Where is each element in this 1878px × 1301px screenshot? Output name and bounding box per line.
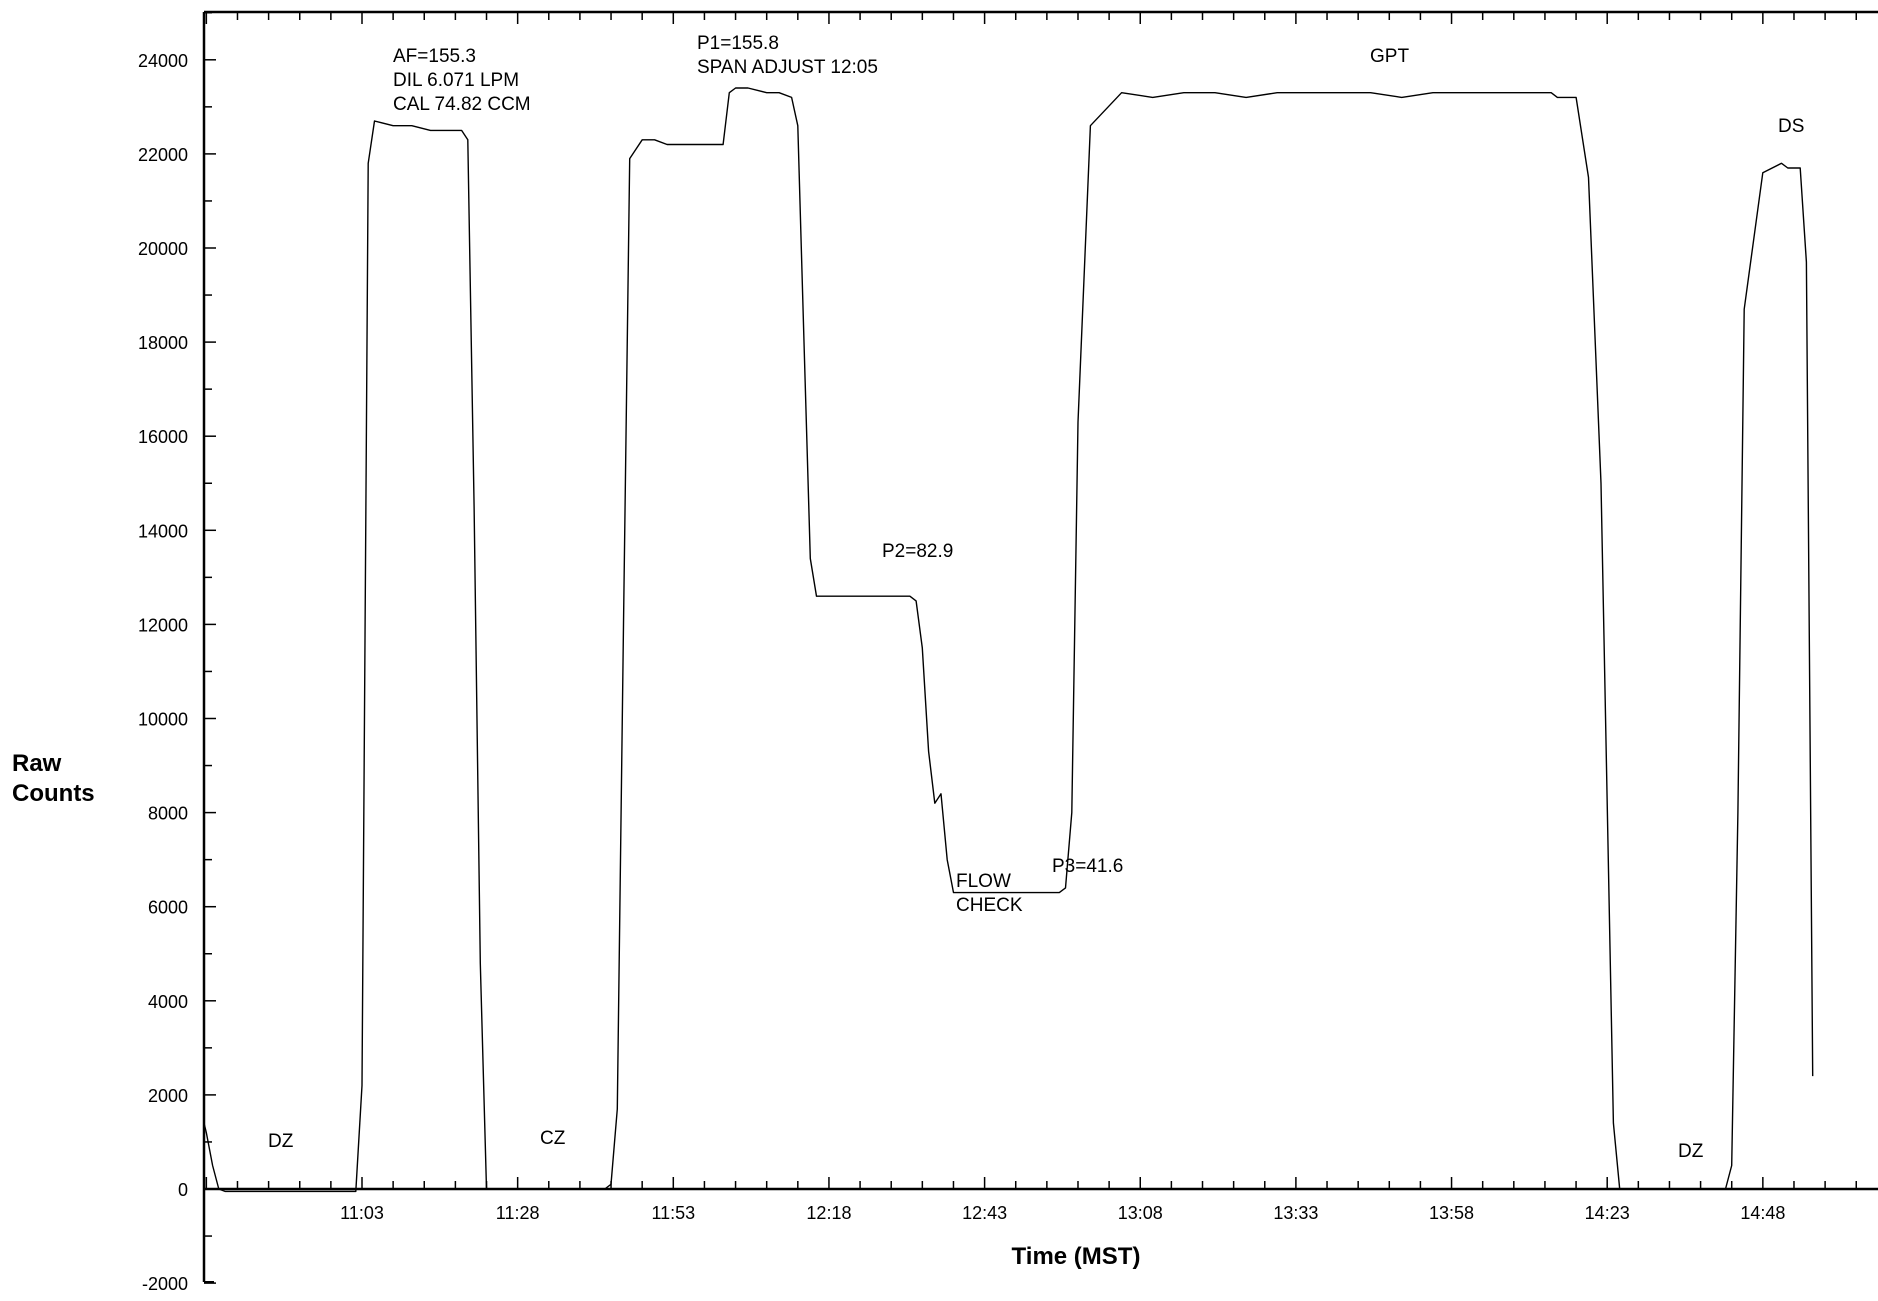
flow-check-label: FLOW CHECK: [956, 871, 1023, 916]
x-tick-label: 12:18: [806, 1203, 851, 1223]
cz-label: CZ: [540, 1128, 566, 1149]
dz-label-1: DZ: [268, 1131, 294, 1152]
y-tick-label: 8000: [148, 804, 188, 824]
y-tick-label: 16000: [138, 427, 188, 447]
y-tick-label: 14000: [138, 521, 188, 541]
annotation-line: AF=155.3: [393, 46, 476, 67]
annotation-line: P1=155.8: [697, 33, 779, 54]
p3-label: P3=41.6: [1052, 856, 1123, 877]
axis-labels-layer: Raw Counts Time (MST): [12, 750, 1140, 1270]
axes-layer: [202, 10, 1878, 1283]
x-tick-label: 14:23: [1585, 1203, 1630, 1223]
y-tick-label: 12000: [138, 615, 188, 635]
annotation-line: P2=82.9: [882, 541, 953, 562]
annotation-line: DS: [1778, 116, 1804, 137]
gpt-label: GPT: [1370, 46, 1409, 67]
x-tick-label: 11:28: [496, 1203, 540, 1223]
series-line-0: [203, 87, 1814, 1193]
annotation-line: DZ: [1678, 1141, 1704, 1162]
y-tick-label: 4000: [148, 992, 188, 1012]
annotation-line: CZ: [540, 1128, 566, 1149]
y-tick-label: 20000: [138, 239, 188, 259]
x-tick-label: 13:58: [1429, 1203, 1474, 1223]
x-tick-label: 11:03: [340, 1203, 384, 1223]
y-tick-label: 24000: [138, 51, 188, 71]
af-dil-cal-label: AF=155.3 DIL 6.071 LPM CAL 74.82 CCM: [393, 46, 531, 115]
x-tick-label: 13:33: [1273, 1203, 1318, 1223]
y-tick-label: 6000: [148, 898, 188, 918]
x-axis-label: Time (MST): [1012, 1243, 1141, 1270]
ticks-layer: -2000 0 2000 4000 6000 8000 10000 12000 14000 160…: [138, 12, 1857, 1294]
x-tick-label: 11:53: [651, 1203, 695, 1223]
annotation-line: P3=41.6: [1052, 856, 1123, 877]
y-tick-label: 0: [178, 1180, 188, 1200]
x-tick-label: 14:48: [1740, 1203, 1785, 1223]
annotation-line: SPAN ADJUST 12:05: [697, 57, 878, 78]
series-layer: [203, 87, 1814, 1193]
annotation-line: CHECK: [956, 895, 1023, 916]
ds-label: DS: [1778, 116, 1804, 137]
annotation-line: GPT: [1370, 46, 1409, 67]
y-tick-label: 10000: [138, 710, 188, 730]
annotation-line: DZ: [268, 1131, 294, 1152]
x-tick-label: 13:08: [1118, 1203, 1163, 1223]
x-tick-label: 12:43: [962, 1203, 1007, 1223]
p1-span-label: P1=155.8 SPAN ADJUST 12:05: [697, 33, 878, 78]
y-tick-label: -2000: [142, 1274, 188, 1294]
annotation-line: DIL 6.071 LPM: [393, 70, 519, 91]
y-axis-label-line-2: Counts: [12, 780, 95, 807]
annotation-layer: DZ AF=155.3 DIL 6.071 LPM CAL 74.82 CCM CZ P1…: [268, 33, 1804, 1162]
y-tick-label: 18000: [138, 333, 188, 353]
annotation-line: CAL 74.82 CCM: [393, 94, 531, 115]
y-tick-label: 22000: [138, 145, 188, 165]
y-axis-label-line-1: Raw: [12, 750, 62, 777]
p2-label: P2=82.9: [882, 541, 953, 562]
dz-label-2: DZ: [1678, 1141, 1704, 1162]
annotation-line: FLOW: [956, 871, 1011, 892]
y-tick-label: 2000: [148, 1086, 188, 1106]
